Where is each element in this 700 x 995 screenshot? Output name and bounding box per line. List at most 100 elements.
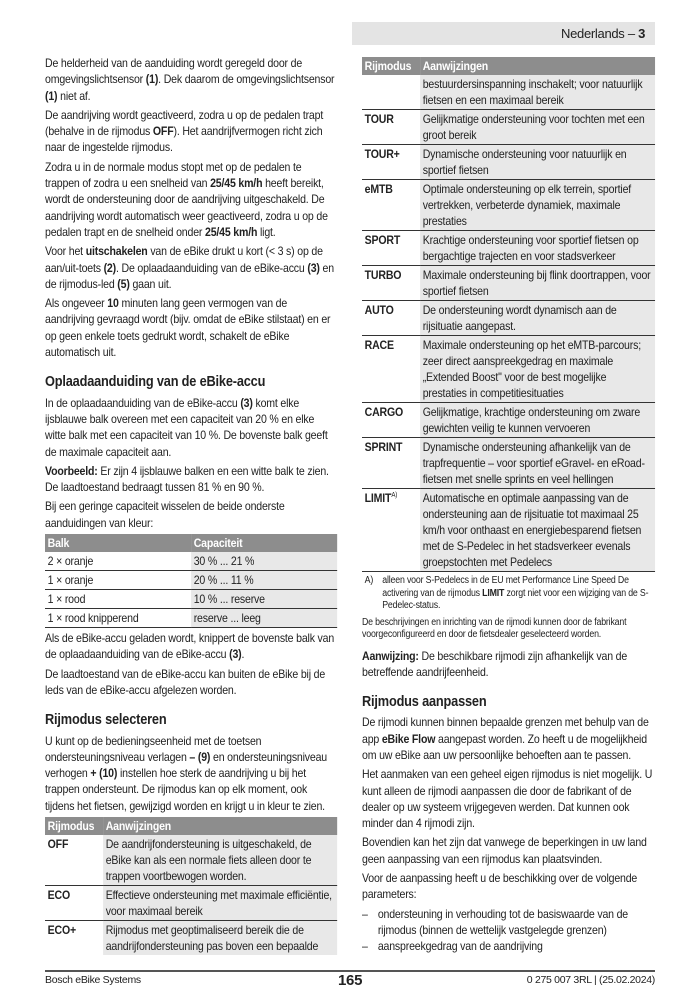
table-row: 1 × oranje 20 % ... 11 % — [45, 570, 338, 591]
description-cell: bestuurdersinspanning inschakelt; voor n… — [420, 75, 656, 110]
table-row: eMTB Optimale ondersteuning op elk terrei… — [362, 179, 656, 231]
text-run: alleen voor S-Pedelecs in de EU met Perf… — [382, 575, 629, 599]
table-row: ECO Effectieve ondersteuning met maximale… — [45, 885, 338, 921]
cell-label: 1 × oranje — [47, 573, 94, 588]
text-run: . De oplaadaanduiding van de eBike-accu — [115, 260, 308, 275]
mode-cell: 1 × rood knipperend — [45, 608, 192, 629]
paragraph: U kunt op de bedieningseenheid met de to… — [45, 733, 337, 814]
list-item: ondersteuning in verhouding tot de basis… — [362, 906, 655, 939]
footer-page-number: 165 — [338, 972, 363, 989]
mode-cell: TOUR+ — [362, 144, 421, 180]
bold-text: 25/45 km/h — [210, 176, 263, 191]
bold-text: eBike Flow — [381, 731, 436, 746]
text-run: . — [241, 647, 245, 662]
bold-text: (5) — [117, 276, 130, 291]
text-run: Als de eBike-accu geladen wordt, knipper… — [45, 631, 335, 662]
description-cell: 30 % ... 21 % — [191, 552, 338, 572]
table-row: 2 × oranje 30 % ... 21 % — [45, 552, 338, 572]
text-run: niet af. — [57, 88, 91, 103]
paragraph: Het aanmaken van een geheel eigen rijmod… — [362, 766, 655, 831]
mode-cell: 1 × rood — [45, 589, 192, 610]
paragraph: De helderheid van de aanduiding wordt ge… — [45, 55, 337, 104]
description-cell: Gelijkmatige ondersteuning voor tochten … — [420, 109, 656, 145]
bold-text: + (10) — [90, 766, 118, 781]
description-cell: Dynamische ondersteuning afhankelijk van… — [420, 437, 656, 489]
text-run: Zodra u in de normale modus stopt met op… — [45, 159, 302, 191]
description-cell: Rijmodus met geoptimaliseerd bereik die … — [103, 920, 338, 955]
text-run: De beschikbare rijmodi zijn afhankelijk … — [362, 648, 628, 679]
cell-label: CARGO — [364, 405, 404, 419]
section-heading: Rijmodus selecteren — [45, 712, 167, 729]
text-run: Het aanmaken van een geheel eigen rijmod… — [362, 767, 653, 831]
cell-label: ECO — [47, 887, 71, 902]
column-header: Rijmodus — [362, 57, 421, 75]
bold-text: Voorbeeld: — [45, 463, 98, 478]
column-header: Capaciteit — [191, 534, 338, 553]
list-item: aanspreekgedrag van de aandrijving — [362, 938, 655, 955]
text-run: Voor de aanpassing heeft u de beschikkin… — [362, 871, 638, 902]
riding-mode-table: Rijmodus Aanwijzingen bestuurdersinspannin… — [362, 57, 656, 572]
table-header-row: Rijmodus Aanwijzingen — [45, 816, 338, 835]
text-run: ). Het aandrijfvermogen richt zich naar … — [45, 124, 323, 155]
mode-cell: ECO+ — [45, 920, 103, 955]
text-run: en ondersteuningsniveau verhogen — [45, 749, 327, 781]
text-run: heeft bereikt, wordt de ondersteuning do… — [45, 176, 328, 239]
description-cell: Automatische en optimale aanpassing van … — [420, 488, 656, 572]
mode-cell: TOUR — [362, 109, 421, 145]
bold-text: uitschakelen — [85, 244, 148, 259]
text-run: van de eBike drukt u kort (< 3 s) op de … — [45, 244, 323, 275]
paragraph: De aandrijving wordt geactiveerd, zodra … — [45, 107, 337, 156]
mode-cell: 1 × oranje — [45, 570, 192, 591]
section-heading: Rijmodus aanpassen — [362, 694, 487, 711]
text-run: minuten lang geen vermogen van de aandri… — [45, 296, 331, 360]
column-header: Aanwijzingen — [103, 816, 338, 835]
table-row: RACE Maximale ondersteuning op het eMTB-p… — [362, 335, 656, 403]
text-run: Bovendien kan het zijn dat vanwege de be… — [362, 835, 647, 866]
mode-cell: SPORT — [362, 230, 421, 266]
description-cell: Maximale ondersteuning bij flink doortra… — [420, 265, 656, 301]
footnote-label: A) — [364, 575, 374, 586]
paragraph: Voorbeeld: Er zijn 4 ijsblauwe balken en… — [45, 463, 337, 496]
note-paragraph: De beschrijvingen en inrichting van de r… — [362, 617, 655, 642]
text-run: De laadtoestand van de eBike-accu kan bu… — [45, 666, 326, 697]
bold-text: (3) — [307, 260, 320, 275]
mode-cell: AUTO — [362, 300, 421, 336]
table-row: 1 × rood knipperend reserve ... leeg — [45, 608, 338, 629]
cell-label: 1 × rood knipperend — [47, 611, 139, 626]
description-cell: Optimale ondersteuning op elk terrein, s… — [420, 179, 656, 231]
bold-text: (1) — [145, 72, 159, 87]
bold-text: 10 — [107, 296, 119, 311]
cell-label: TOUR+ — [364, 147, 400, 161]
mode-cell: SPRINT — [362, 437, 421, 489]
cell-label: RACE — [364, 338, 394, 352]
cell-label: OFF — [47, 836, 69, 851]
header-language: Nederlands – — [561, 26, 639, 41]
page-header: Nederlands – 3 — [352, 22, 655, 45]
description-cell: Dynamische ondersteuning voor natuurlijk… — [420, 144, 656, 180]
text-run: De aandrijving wordt geactiveerd, zodra … — [45, 107, 324, 139]
text-run: Bij een geringe capaciteit wisselen de b… — [45, 499, 285, 530]
paragraph: Als de eBike-accu geladen wordt, knipper… — [45, 630, 337, 663]
table-row: CARGO Gelijkmatige, krachtige ondersteuni… — [362, 402, 656, 438]
description-cell: Krachtige ondersteuning voor sportief fi… — [420, 230, 656, 266]
mode-cell: 2 × oranje — [45, 552, 192, 572]
column-header: Aanwijzingen — [420, 57, 656, 75]
cell-label: eMTB — [364, 182, 393, 196]
footnote-text: alleen voor S-Pedelecs in de EU met Perf… — [382, 575, 655, 613]
table-row: SPRINT Dynamische ondersteuning afhankeli… — [362, 437, 656, 489]
cell-label: AUTO — [364, 303, 394, 317]
column-header: Balk — [45, 534, 192, 553]
bold-text: – (9) — [189, 749, 211, 764]
table-row: OFF De aandrijfondersteuning is uitgescha… — [45, 834, 338, 886]
bold-text: Aanwijzing: — [362, 648, 419, 663]
text-run: zorgt niet voor een wijziging van de S-P… — [382, 587, 649, 612]
cell-label: ECO+ — [47, 922, 77, 937]
paragraph: Bovendien kan het zijn dat vanwege de be… — [362, 834, 655, 867]
table-header-row: Balk Capaciteit — [45, 534, 338, 553]
text-run: U kunt op de bedieningseenheid met de to… — [45, 733, 262, 764]
bold-text: OFF — [152, 124, 174, 139]
paragraph: In de oplaadaanduiding van de eBike-accu… — [45, 395, 337, 460]
text-run: De rijmodi kunnen binnen bepaalde grenze… — [362, 715, 649, 746]
text-run: en de rijmodus-led — [45, 260, 334, 291]
table-row: SPORT Krachtige ondersteuning voor sporti… — [362, 230, 656, 266]
